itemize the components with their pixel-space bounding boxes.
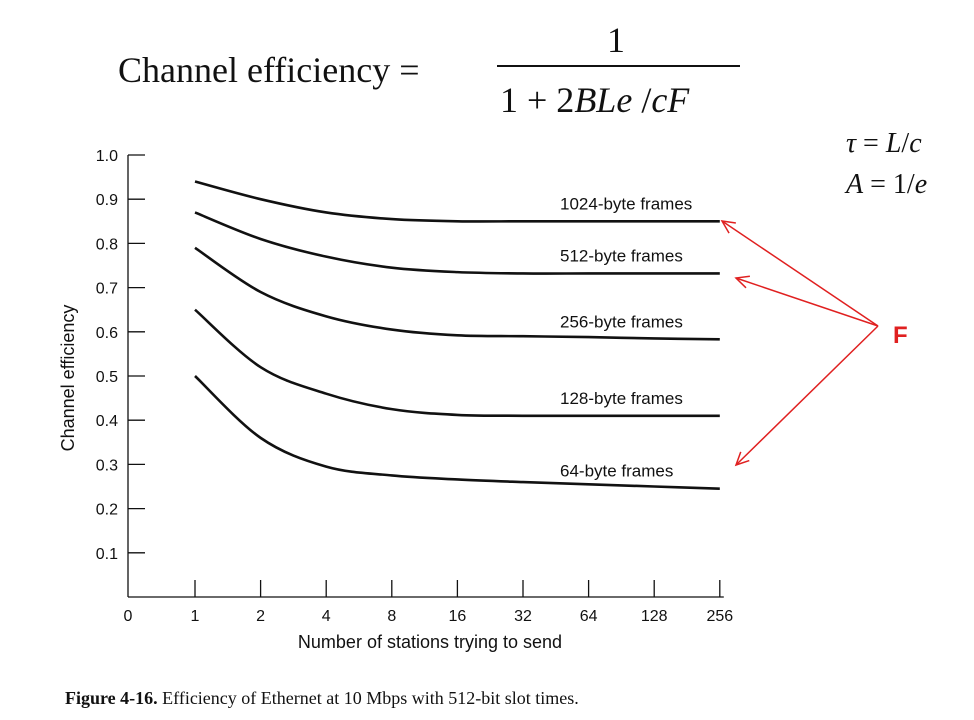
series-line-4 [194,308,720,418]
x-tick-label: 16 [449,608,467,625]
x-tick-label: 128 [641,608,668,625]
annotation-label: F [893,322,908,349]
y-tick-label: 0.5 [96,369,118,386]
chart-ticks: 1.0 0.9 0.8 0.7 0.6 0.5 0.4 0.3 0.2 0.1 0 1 2 4 8 16 32 6… [96,148,733,625]
series-line-2 [194,211,720,275]
x-tick-label: 2 [256,608,265,625]
y-tick-label: 0.1 [96,546,118,563]
x-tick-label: 256 [706,608,733,625]
formula-numerator: 1 [607,20,625,60]
formula-lhs: Channel efficiency = [118,50,420,90]
x-tick-label: 32 [514,608,532,625]
x-tick-label: 64 [580,608,598,625]
series-label-4: 128-byte frames [560,389,683,408]
annotation-arrows: F [720,220,908,467]
arrowhead-icon [734,451,750,467]
y-tick-label: 0.7 [96,281,118,298]
x-tick-label: 4 [322,608,331,625]
series-label-2: 512-byte frames [560,246,683,265]
annotation-arrow-line [735,325,879,466]
formula-denominator: 1 + 2BLe /cF [500,80,690,120]
y-tick-label: 0.3 [96,457,118,474]
figure-caption: Figure 4-16. Efficiency of Ethernet at 1… [65,688,579,709]
series-line-3 [194,246,720,341]
series-label-1: 1024-byte frames [560,194,692,213]
x-tick-label: 0 [124,608,133,625]
x-tick-label: 1 [191,608,200,625]
y-tick-label: 0.2 [96,502,118,519]
annotation-arrow-line [735,277,879,327]
y-tick-label: 0.4 [96,413,118,430]
series-line-5 [194,375,720,491]
arrowhead-icon [720,220,736,234]
y-tick-label: 0.9 [96,192,118,209]
caption-text: Efficiency of Ethernet at 10 Mbps with 5… [157,688,579,708]
caption-prefix: Figure 4-16. [65,688,158,708]
y-tick-label: 0.8 [96,236,118,253]
annotation-arrow-line [721,220,879,327]
series-label-3: 256-byte frames [560,312,683,331]
formula-block: Channel efficiency = 1 1 + 2BLe /cF [118,20,740,120]
series-label-5: 64-byte frames [560,462,673,481]
series-line-1 [194,180,720,223]
x-axis-label: Number of stations trying to send [298,632,562,652]
chart-series [194,180,720,491]
chart-series-labels: 1024-byte frames 512-byte frames 256-byte … [560,194,692,480]
y-tick-label: 0.6 [96,325,118,342]
y-axis-label: Channel efficiency [58,305,78,452]
y-tick-label: 1.0 [96,148,118,165]
x-tick-label: 8 [387,608,396,625]
arrowhead-icon [734,275,750,289]
